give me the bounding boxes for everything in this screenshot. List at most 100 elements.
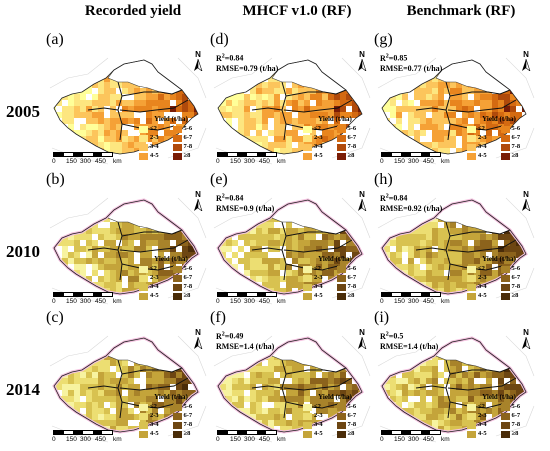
- yield-cell: [110, 82, 116, 88]
- yield-cell: [426, 414, 432, 420]
- yield-cell: [110, 396, 116, 402]
- yield-cell: [286, 360, 292, 366]
- yield-cell: [128, 396, 134, 402]
- legend-item: 3-4: [467, 421, 498, 429]
- legend-item: ≥8: [173, 152, 204, 160]
- yield-cell: [274, 82, 280, 88]
- r2-value: R2=0.5: [380, 329, 438, 342]
- panel-label: (b): [46, 172, 65, 188]
- legend-class-label: 7-8: [348, 143, 357, 151]
- yield-cell: [462, 372, 468, 378]
- yield-cell: [498, 94, 504, 100]
- yield-cell: [68, 252, 74, 258]
- yield-cell: [432, 82, 438, 88]
- yield-cell: [396, 258, 402, 264]
- yield-cell: [98, 348, 104, 354]
- north-arrow-icon: N: [521, 191, 531, 211]
- legend-class-label: 5-6: [184, 403, 193, 411]
- yield-cell: [528, 240, 534, 246]
- legend-item: ≥8: [501, 292, 532, 300]
- scale-tick-label: 150: [394, 436, 405, 443]
- yield-cell: [322, 204, 328, 210]
- yield-cell: [310, 240, 316, 246]
- scale-tick-label: 150: [66, 298, 77, 305]
- legend-item: 4-5: [139, 152, 170, 160]
- yield-cell: [74, 198, 80, 204]
- yield-cell: [510, 384, 516, 390]
- legend-swatch: [173, 404, 182, 411]
- yield-cell: [110, 240, 116, 246]
- yield-cell: [74, 336, 80, 342]
- legend-item: 3-4: [139, 143, 170, 151]
- yield-cell: [164, 198, 170, 204]
- yield-cell: [390, 130, 396, 136]
- yield-cell: [450, 136, 456, 142]
- yield-cell: [334, 240, 340, 246]
- scale-tick-label: 450: [95, 158, 106, 165]
- yield-cell: [98, 366, 104, 372]
- yield-cell: [280, 276, 286, 282]
- yield-cell: [68, 222, 74, 228]
- yield-cell: [364, 384, 370, 390]
- yield-cell: [104, 94, 110, 100]
- yield-cell: [182, 82, 188, 88]
- yield-cell: [232, 136, 238, 142]
- yield-cell: [152, 378, 158, 384]
- yield-cell: [74, 342, 80, 348]
- yield-cell: [316, 378, 322, 384]
- yield-cell: [122, 408, 128, 414]
- yield-cell: [104, 282, 110, 288]
- legend-swatch: [173, 266, 182, 273]
- legend-item: 5-6: [337, 265, 368, 273]
- yield-cell: [328, 100, 334, 106]
- yield-cell: [116, 420, 122, 426]
- yield-cell: [80, 234, 86, 240]
- yield-cell: [298, 378, 304, 384]
- yield-cell: [462, 100, 468, 106]
- yield-cell: [92, 366, 98, 372]
- yield-cell: [510, 70, 516, 76]
- yield-cell: [396, 396, 402, 402]
- yield-cell: [456, 270, 462, 276]
- yield-cell: [244, 354, 250, 360]
- yield-cell: [322, 198, 328, 204]
- yield-cell: [346, 222, 352, 228]
- yield-cell: [164, 234, 170, 240]
- scale-unit: km: [113, 298, 122, 305]
- yield-cell: [352, 88, 358, 94]
- rmse-value: RMSE=0.77 (t/ha): [380, 64, 442, 74]
- yield-cell: [104, 234, 110, 240]
- yield-cell: [274, 112, 280, 118]
- yield-cell: [122, 252, 128, 258]
- yield-legend: Yield (t/ha) ≤2 5-6 2-3 6-7 3-4 7-8 4-5 ≥8: [303, 255, 367, 305]
- yield-cell: [268, 282, 274, 288]
- yield-cell: [408, 118, 414, 124]
- yield-cell: [74, 264, 80, 270]
- legend-item: ≥8: [337, 152, 368, 160]
- yield-cell: [98, 336, 104, 342]
- yield-cell: [128, 294, 134, 300]
- north-letter: N: [357, 191, 367, 199]
- yield-cell: [176, 348, 182, 354]
- yield-cell: [250, 354, 256, 360]
- yield-cell: [56, 88, 62, 94]
- yield-cell: [50, 408, 56, 414]
- yield-cell: [56, 408, 62, 414]
- yield-cell: [462, 378, 468, 384]
- yield-cell: [104, 142, 110, 148]
- yield-cell: [176, 94, 182, 100]
- legend-swatch: [173, 431, 182, 438]
- yield-cell: [74, 70, 80, 76]
- yield-cell: [110, 282, 116, 288]
- yield-cell: [122, 112, 128, 118]
- yield-cell: [274, 118, 280, 124]
- yield-cell: [292, 88, 298, 94]
- yield-cell: [86, 58, 92, 64]
- map-panel-f: R2=0.49 RMSE=1.4 (t/ha) N Yield (t/ha) ≤2 5-6…: [212, 326, 373, 446]
- yield-cell: [232, 100, 238, 106]
- yield-cell: [238, 142, 244, 148]
- yield-cell: [238, 360, 244, 366]
- legend-item: 2-3: [303, 274, 334, 282]
- yield-cell: [450, 258, 456, 264]
- yield-cell: [298, 100, 304, 106]
